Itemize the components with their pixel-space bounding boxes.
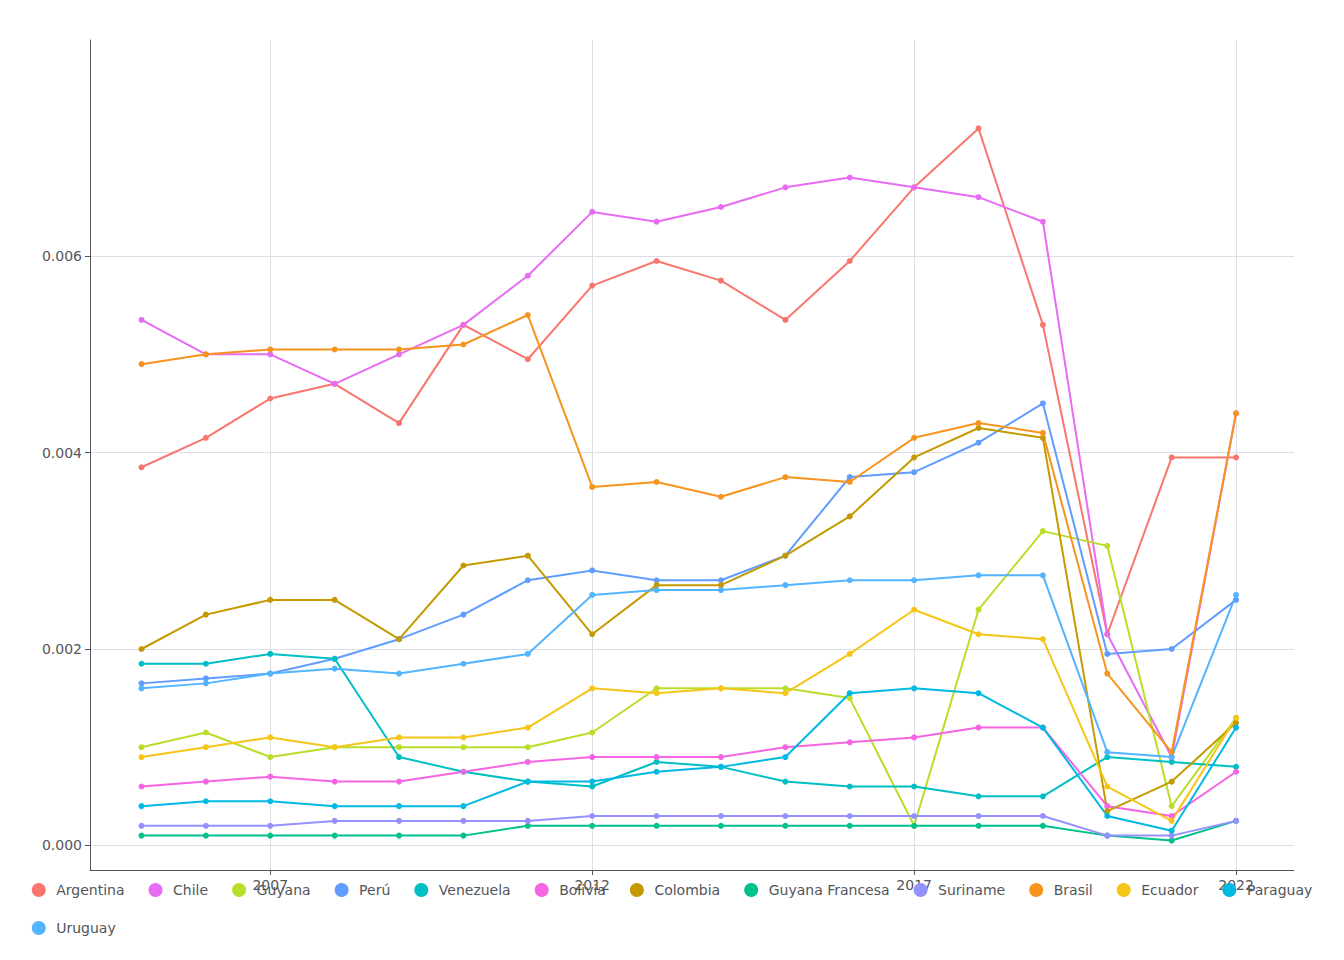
svg-text:Brasil: Brasil — [1054, 882, 1093, 898]
svg-text:Uruguay: Uruguay — [56, 920, 116, 936]
svg-text:Perú: Perú — [359, 882, 390, 898]
svg-text:Bolivia: Bolivia — [559, 882, 606, 898]
svg-text:0.002: 0.002 — [42, 641, 82, 657]
svg-text:Guyana: Guyana — [257, 882, 311, 898]
svg-text:Argentina: Argentina — [56, 882, 124, 898]
svg-text:0.004: 0.004 — [42, 445, 82, 461]
svg-text:Venezuela: Venezuela — [439, 882, 511, 898]
svg-text:Guyana Francesa: Guyana Francesa — [769, 882, 890, 898]
svg-text:Chile: Chile — [173, 882, 208, 898]
svg-text:0.006: 0.006 — [42, 248, 82, 264]
svg-text:Paraguay: Paraguay — [1247, 882, 1312, 898]
svg-text:2017: 2017 — [896, 877, 932, 893]
svg-text:Colombia: Colombia — [654, 882, 720, 898]
svg-text:0.000: 0.000 — [42, 837, 82, 853]
svg-text:Suriname: Suriname — [938, 882, 1005, 898]
svg-text:Ecuador: Ecuador — [1141, 882, 1198, 898]
